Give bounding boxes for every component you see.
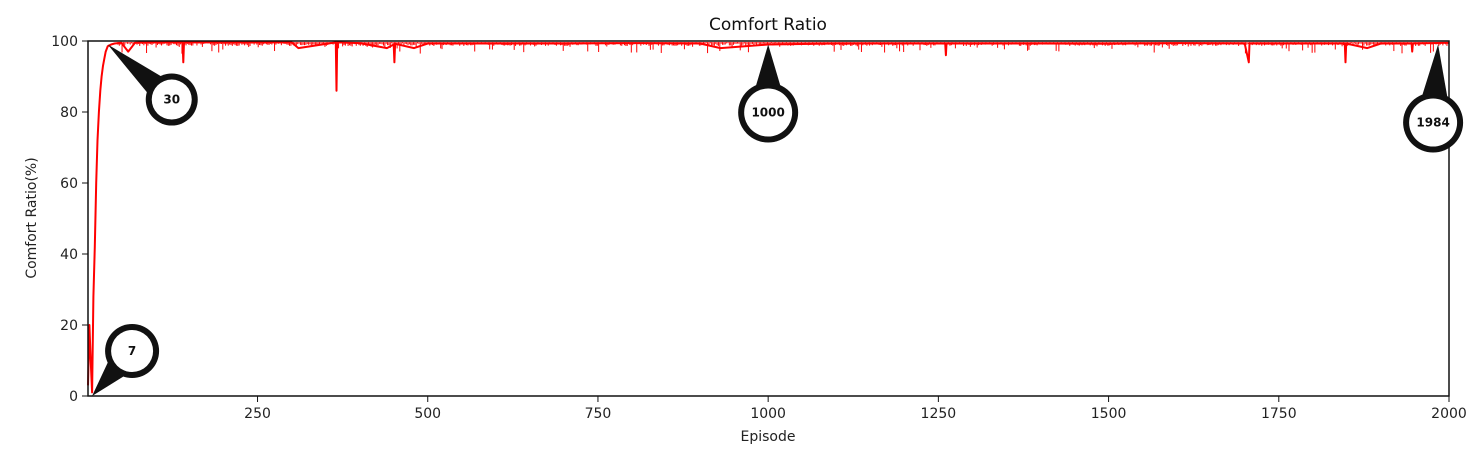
ticks-layer: 250 500 750 1000 1250 1500 1750 2000 0 20 40 60 80 10… — [51, 34, 1467, 422]
annotation-marker: 30 — [107, 44, 198, 126]
marker-face — [744, 88, 793, 137]
x-tick-label: 1250 — [921, 406, 957, 422]
y-tick-label: 0 — [69, 389, 78, 405]
marker-face — [111, 330, 154, 372]
x-tick-label: 1750 — [1261, 406, 1297, 422]
plot-frame — [87, 40, 1450, 397]
x-tick-label: 250 — [244, 406, 271, 422]
annotation-marker: 7 — [92, 324, 160, 396]
x-tick-label: 500 — [414, 406, 441, 422]
y-axis-label: Comfort Ratio(%) — [24, 157, 40, 278]
y-tick-label: 20 — [60, 318, 78, 334]
x-tick-label: 1000 — [750, 406, 786, 422]
marker-pointer — [754, 44, 782, 91]
annotation-label: 1000 — [751, 106, 784, 120]
annotation-marker: 1984 — [1403, 44, 1464, 153]
x-tick-label: 1500 — [1091, 406, 1127, 422]
y-tick-label: 100 — [51, 34, 78, 50]
x-tick-label: 750 — [585, 406, 612, 422]
x-axis-label: Episode — [741, 429, 796, 445]
annotation-marker: 1000 — [738, 44, 799, 143]
y-tick-label: 80 — [60, 105, 78, 121]
annotation-label: 1984 — [1416, 116, 1449, 130]
marker-face — [151, 79, 192, 120]
annotation-label: 30 — [163, 93, 180, 107]
annotation-label: 7 — [128, 344, 136, 358]
y-tick-label: 60 — [60, 176, 78, 192]
x-tick-label: 2000 — [1431, 406, 1467, 422]
marker-face — [1409, 98, 1458, 147]
series-line — [87, 41, 1450, 394]
marker-pointer — [107, 44, 166, 97]
marker-layer: 7 30 1000 1984 — [92, 44, 1464, 396]
y-tick-label: 40 — [60, 247, 78, 263]
marker-pointer — [1420, 44, 1449, 102]
chart-title: Comfort Ratio — [709, 15, 827, 35]
